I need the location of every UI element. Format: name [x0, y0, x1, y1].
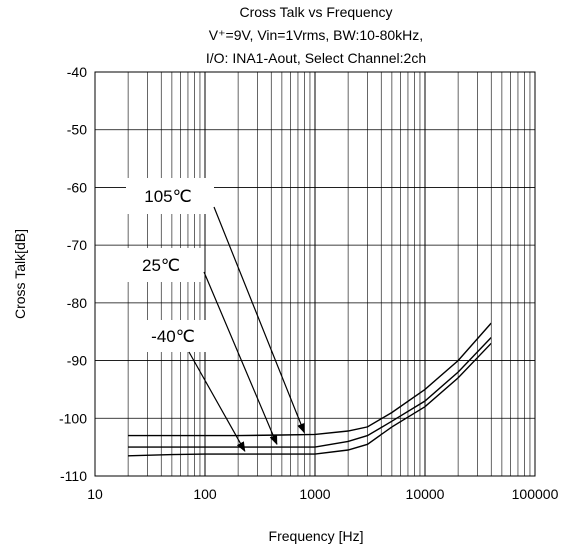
x-tick-labels: 10 100 1000 10000 100000 — [87, 486, 558, 502]
annotation-label: 25℃ — [142, 256, 180, 275]
annotation-box — [138, 320, 208, 352]
annotation-arrow — [203, 271, 278, 446]
series-line-1 — [128, 337, 492, 448]
annotation-label: 105℃ — [144, 187, 191, 206]
y-tick-label: -60 — [67, 179, 87, 195]
y-tick-labels: -40 -50 -60 -70 -80 -90 -100 -110 — [59, 64, 87, 484]
annotation-arrow — [213, 206, 305, 434]
y-tick-label: -110 — [60, 468, 87, 484]
grid — [94, 71, 535, 477]
x-tick-label: 10 — [87, 486, 103, 502]
y-tick-label: -100 — [59, 410, 87, 426]
y-axis-label: Cross Talk[dB] — [12, 229, 28, 319]
x-tick-label: 100000 — [512, 486, 559, 502]
x-tick-label: 100 — [193, 486, 217, 502]
annotations: 105℃ 25℃ -40℃ — [116, 178, 305, 452]
chart-title: Cross Talk vs Frequency V⁺=9V, Vin=1Vrms… — [206, 4, 426, 66]
annotation-arrow — [188, 351, 246, 452]
chart-title-line-3: I/O: INA1-Aout, Select Channel:2ch — [206, 50, 426, 66]
x-tick-label: 1000 — [299, 486, 330, 502]
y-tick-label: -80 — [67, 295, 87, 311]
x-tick-label: 10000 — [406, 486, 445, 502]
y-tick-label: -40 — [67, 64, 87, 80]
series-line-0 — [128, 322, 492, 437]
series-line-2 — [128, 342, 492, 457]
y-tick-label: -90 — [67, 353, 87, 369]
y-tick-label: -70 — [67, 237, 87, 253]
chart-title-line-2: V⁺=9V, Vin=1Vrms, BW:10-80kHz, — [209, 27, 423, 43]
annotation-label: -40℃ — [151, 327, 195, 346]
plot-frame — [94, 71, 536, 477]
chart-title-line-1: Cross Talk vs Frequency — [239, 4, 392, 20]
y-tick-label: -50 — [67, 122, 87, 138]
annotation-box — [116, 248, 204, 282]
series-lines — [128, 322, 492, 457]
x-axis-label: Frequency [Hz] — [269, 528, 364, 544]
annotation-box — [126, 178, 214, 214]
